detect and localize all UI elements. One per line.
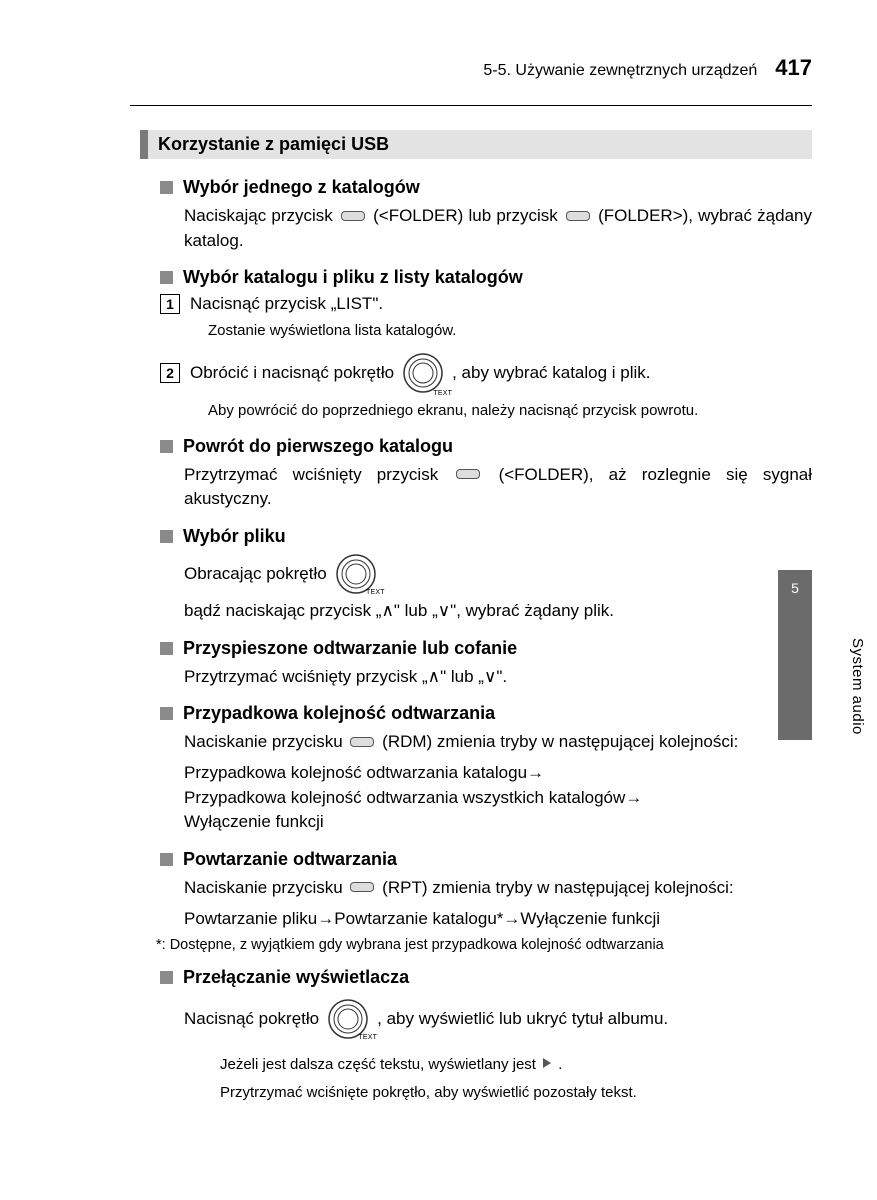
section-title: Korzystanie z pamięci USB [140,130,812,159]
body-note: Przytrzymać wciśnięte pokrętło, aby wyśw… [220,1082,812,1104]
text-fragment: Naciskanie przycisku [184,732,347,751]
text-fragment: (RPT) zmienia tryby w następującej kolej… [377,878,733,897]
step-1: 1 Nacisnąć przycisk „LIST". [160,294,812,314]
body-text: Przypadkowa kolejność odtwarzania wszyst… [184,786,812,811]
chapter-label: System audio [849,638,866,735]
knob-icon: TEXT [402,352,444,394]
subhead-repeat: Powtarzanie odtwarzania [160,849,812,870]
text-fragment: . [558,1056,562,1073]
text-fragment: Obrócić i nacisnąć pokrętło [190,363,394,383]
bullet-icon [160,642,173,655]
knob-label: TEXT [358,1033,377,1043]
button-icon [566,211,590,221]
header-rule [130,105,812,106]
step-number-box: 1 [160,294,180,314]
content-area: Wybór jednego z katalogów Naciskając prz… [160,177,812,1104]
text-fragment: bądź naciskając przycisk „∧" lub „∨", wy… [184,599,614,624]
body-text: Naciskanie przycisku (RPT) zmienia tryby… [184,876,812,901]
text-fragment: Naciskając przycisk [184,206,338,225]
step-2: 2 Obrócić i nacisnąć pokrętło TEXT , aby… [160,352,812,394]
subhead-file-select: Wybór pliku [160,526,812,547]
text-fragment: Przytrzymać wciśnięty przycisk [184,465,453,484]
body-text: Naciskanie przycisku (RDM) zmienia tryby… [184,730,812,755]
knob-icon: TEXT [335,553,377,595]
body-text: Nacisnąć pokrętło TEXT , aby wyświetlić … [184,998,812,1040]
bullet-icon [160,971,173,984]
text-fragment: Naciskanie przycisku [184,878,347,897]
bullet-icon [160,181,173,194]
body-text: Powtarzanie pliku→Powtarzanie katalogu*→… [184,907,812,932]
triangle-right-icon [542,1054,552,1076]
button-icon [456,469,480,479]
header-section-label: 5-5. Używanie zewnętrznych urządzeń [483,62,757,80]
body-text: Przypadkowa kolejność odtwarzania katalo… [184,761,812,786]
body-note: Jeżeli jest dalsza część tekstu, wyświet… [220,1054,812,1076]
chapter-tab: 5 [778,570,812,740]
text-fragment: (RDM) zmienia tryby w następującej kolej… [377,732,738,751]
footnote: *: Dostępne, z wyjątkiem gdy wybrana jes… [156,937,812,953]
subhead-folder-select: Wybór jednego z katalogów [160,177,812,198]
bullet-icon [160,530,173,543]
knob-label: TEXT [433,390,452,397]
step-note: Zostanie wyświetlona lista katalogów. [208,320,812,342]
text-fragment: , aby wybrać katalog i plik. [452,363,650,383]
subhead-first-folder: Powrót do pierwszego katalogu [160,436,812,457]
subhead-text: Wybór pliku [183,526,286,547]
subhead-random: Przypadkowa kolejność odtwarzania [160,703,812,724]
subhead-fast-forward: Przyspieszone odtwarzanie lub cofanie [160,638,812,659]
body-text: Naciskając przycisk (<FOLDER) lub przyci… [184,204,812,253]
button-icon [350,882,374,892]
page-header: 5-5. Używanie zewnętrznych urządzeń 417 [130,55,812,85]
step-text: Obrócić i nacisnąć pokrętło TEXT , aby w… [190,352,651,394]
knob-label: TEXT [366,588,385,598]
subhead-text: Przypadkowa kolejność odtwarzania [183,703,495,724]
page-number: 417 [775,55,812,81]
subhead-text: Przyspieszone odtwarzanie lub cofanie [183,638,517,659]
subhead-text: Wybór jednego z katalogów [183,177,420,198]
text-fragment: Obracając pokrętło [184,562,327,587]
subhead-text: Powrót do pierwszego katalogu [183,436,453,457]
subhead-folder-file-list: Wybór katalogu i pliku z listy katalogów [160,267,812,288]
body-text: Wyłączenie funkcji [184,810,812,835]
subhead-text: Wybór katalogu i pliku z listy katalogów [183,267,523,288]
text-fragment: Jeżeli jest dalsza część tekstu, wyświet… [220,1056,540,1073]
subhead-text: Powtarzanie odtwarzania [183,849,397,870]
subhead-text: Przełączanie wyświetlacza [183,967,409,988]
bullet-icon [160,271,173,284]
body-text: Obracając pokrętło TEXT bądź naciskając … [184,553,812,624]
bullet-icon [160,707,173,720]
chapter-number: 5 [791,580,799,596]
text-fragment: Nacisnąć pokrętło [184,1007,319,1032]
subhead-display: Przełączanie wyświetlacza [160,967,812,988]
text-fragment: (<FOLDER) lub przycisk [368,206,563,225]
bullet-icon [160,440,173,453]
step-text: Nacisnąć przycisk „LIST". [190,294,383,314]
step-note: Aby powrócić do poprzedniego ekranu, nal… [208,400,812,422]
text-fragment: , aby wyświetlić lub ukryć tytuł albumu. [377,1007,668,1032]
knob-icon: TEXT [327,998,369,1040]
step-number-box: 2 [160,363,180,383]
body-text: Przytrzymać wciśnięty przycisk „∧" lub „… [184,665,812,690]
button-icon [341,211,365,221]
body-text: Przytrzymać wciśnięty przycisk (<FOLDER)… [184,463,812,512]
bullet-icon [160,853,173,866]
button-icon [350,737,374,747]
